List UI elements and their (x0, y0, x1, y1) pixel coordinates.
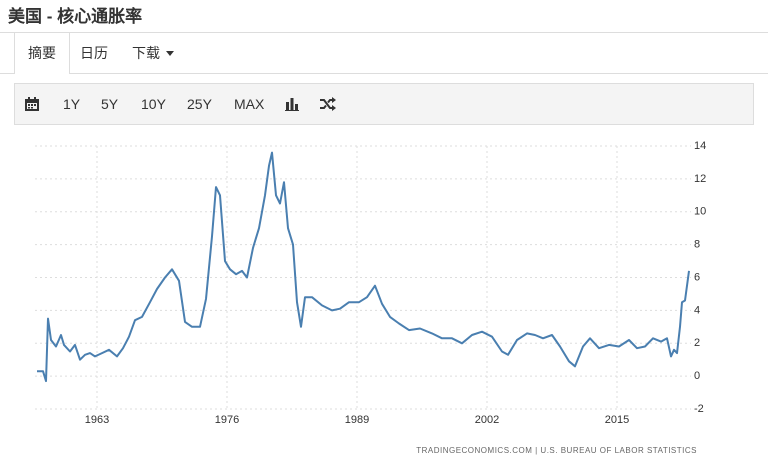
tab[interactable]: 日历 (80, 45, 108, 61)
range-button[interactable]: 25Y (187, 96, 212, 112)
chart-source: TRADINGECONOMICS.COM | U.S. BUREAU OF LA… (416, 446, 697, 455)
calendar-icon[interactable] (25, 97, 39, 111)
x-tick-label: 1963 (85, 414, 109, 426)
range-button[interactable]: 10Y (141, 96, 166, 112)
tab[interactable]: 摘要 (14, 33, 70, 74)
compare-icon[interactable] (320, 97, 336, 111)
chart-type-icon[interactable] (285, 97, 299, 111)
page-title: 美国 - 核心通胀率 (8, 7, 143, 26)
data-line (37, 151, 690, 383)
tab-bar: 摘要 日历 下载 (0, 32, 768, 74)
x-tick-label: 2015 (605, 414, 629, 426)
toolbar: 1Y 5Y 10Y 25Y MAX (14, 83, 754, 125)
range-button[interactable]: 5Y (101, 96, 119, 112)
chart: TRADINGECONOMICS.COM | U.S. BUREAU OF LA… (35, 140, 706, 455)
range-button[interactable]: 1Y (63, 96, 81, 112)
x-tick-label: 2002 (475, 414, 499, 426)
y-tick-label: 10 (694, 206, 706, 218)
y-tick-label: 8 (694, 239, 700, 251)
y-tick-label: 0 (694, 370, 700, 382)
x-tick-label: 1989 (345, 414, 369, 426)
y-tick-label: 2 (694, 337, 700, 349)
x-tick-label: 1976 (215, 414, 239, 426)
range-button[interactable]: MAX (234, 96, 265, 112)
y-tick-label: 6 (694, 271, 700, 283)
y-tick-label: 12 (694, 173, 706, 185)
y-tick-label: -2 (694, 403, 704, 415)
tab[interactable]: 下载 (132, 45, 160, 61)
y-tick-label: 14 (694, 140, 706, 152)
caret (166, 51, 174, 56)
y-tick-label: 4 (694, 304, 700, 316)
